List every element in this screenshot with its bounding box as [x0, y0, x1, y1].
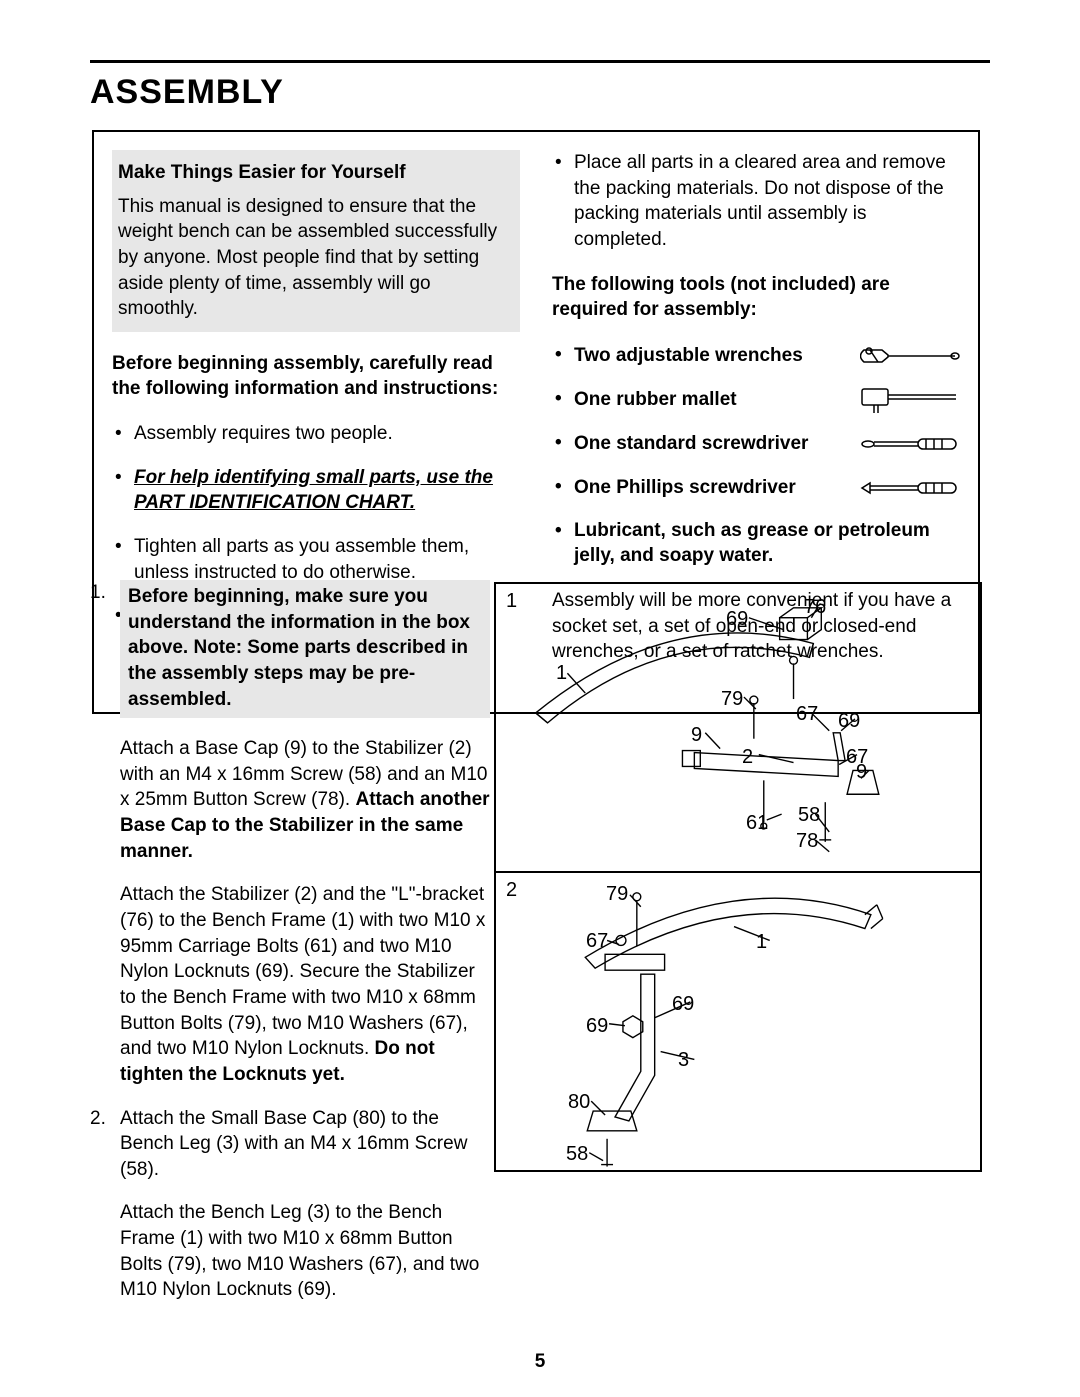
tool-label: One Phillips screwdriver: [574, 475, 796, 501]
part-label: 3: [678, 1047, 689, 1074]
page-number: 5: [0, 1349, 1080, 1375]
tool-label: One rubber mallet: [574, 387, 737, 413]
part-label: 69: [586, 1013, 608, 1040]
step2-p2: Attach the Bench Leg (3) to the Bench Fr…: [120, 1200, 490, 1303]
tools-lead: The following tools (not included) are r…: [552, 272, 960, 323]
part-label: 69: [672, 991, 694, 1018]
shaded-intro: Make Things Easier for Yourself This man…: [112, 150, 520, 332]
flathead-icon: [860, 430, 960, 458]
part-label: 58: [566, 1141, 588, 1168]
diagram-2-figure: [496, 873, 980, 1171]
part-label: 1: [756, 929, 767, 956]
step1-p1: Attach a Base Cap (9) to the Stabilizer …: [120, 736, 490, 864]
part-label: 58: [798, 802, 820, 829]
part-label: 76: [804, 594, 826, 621]
tool-label: One standard screwdriver: [574, 431, 808, 457]
part-label: 67: [586, 928, 608, 955]
diagram-2: 2: [494, 872, 982, 1172]
part-label: 9: [691, 722, 702, 749]
mallet-icon: [860, 386, 960, 414]
part-label: 79: [606, 881, 628, 908]
diagram-1: 1: [494, 582, 982, 872]
part-label: 2: [742, 744, 753, 771]
diagram-stack: 1: [494, 582, 982, 1172]
bullet: For help identifying small parts, use th…: [112, 465, 520, 516]
step2-p1: Attach the Small Base Cap (80) to the Be…: [120, 1106, 490, 1183]
part-label: 9: [856, 759, 867, 786]
tool-label: Two adjustable wrenches: [574, 343, 803, 369]
part-label: 79: [721, 686, 743, 713]
tool-row: One Phillips screwdriver: [552, 474, 960, 502]
bullet-emph: For help identifying small parts, use th…: [134, 467, 493, 514]
step-number: 1.: [90, 580, 112, 1106]
part-label: 67: [796, 701, 818, 728]
shaded-body: This manual is designed to ensure that t…: [118, 194, 510, 322]
part-label: 61: [746, 810, 768, 837]
tool-row: One standard screwdriver: [552, 430, 960, 458]
part-label: 80: [568, 1089, 590, 1116]
tool-row: One rubber mallet: [552, 386, 960, 414]
top-rule: [90, 60, 990, 63]
part-label: 1: [556, 660, 567, 687]
part-label: 78: [796, 828, 818, 855]
bullet: Assembly requires two people.: [112, 421, 520, 447]
phillips-icon: [860, 474, 960, 502]
shaded-title: Make Things Easier for Yourself: [118, 160, 510, 186]
page-title: ASSEMBLY: [90, 70, 284, 116]
bullet: Place all parts in a cleared area and re…: [552, 150, 960, 253]
step1-p2: Attach the Stabilizer (2) and the "L"-br…: [120, 882, 490, 1087]
step1-box: Before beginning, make sure you understa…: [120, 580, 490, 718]
tool-label: Lubricant, such as grease or petroleum j…: [552, 518, 960, 569]
assembly-steps: 1. Before beginning, make sure you under…: [90, 580, 490, 1321]
lead-in: Before beginning assembly, carefully rea…: [112, 351, 520, 402]
bullet: Tighten all parts as you assemble them, …: [112, 534, 520, 585]
part-label: 69: [726, 606, 748, 633]
tool-row: Two adjustable wrenches: [552, 342, 960, 370]
wrench-icon: [860, 342, 960, 370]
part-label: 69: [838, 708, 860, 735]
step-number: 2.: [90, 1106, 112, 1321]
